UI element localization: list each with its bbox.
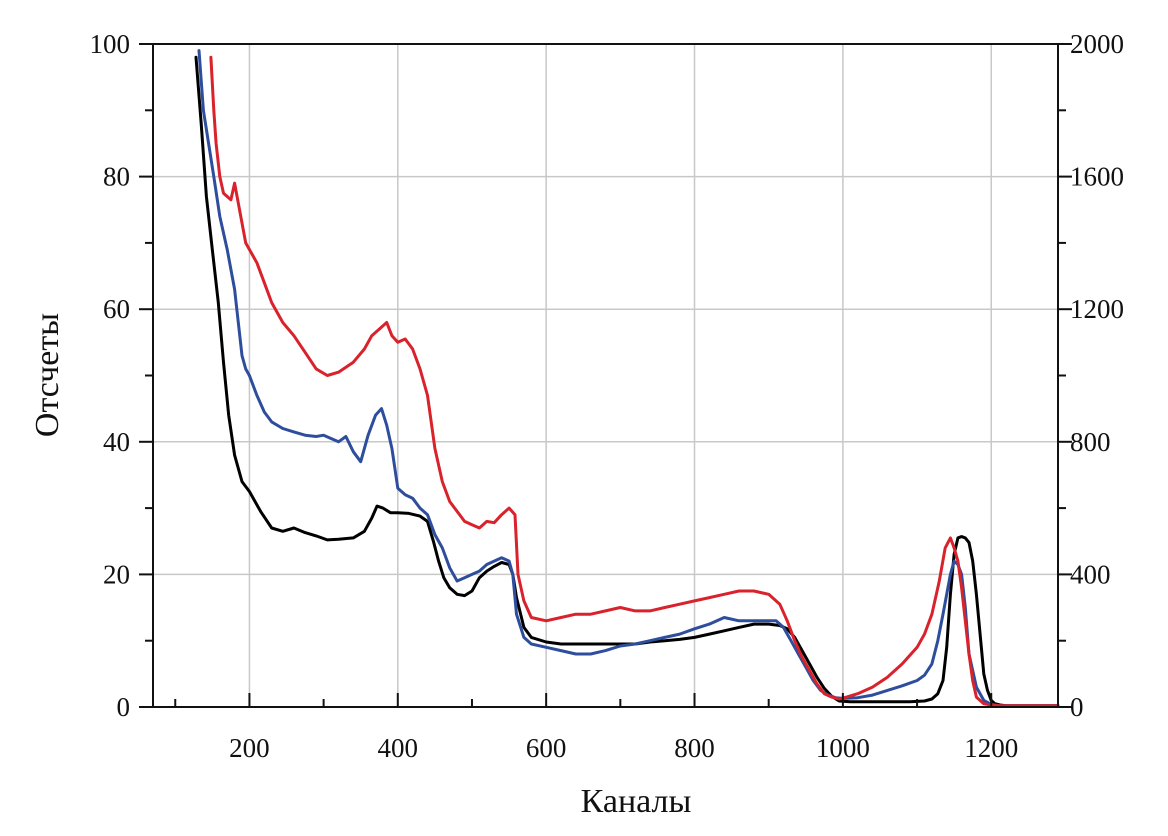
y-tick-label-40: 40 bbox=[103, 427, 130, 457]
y2-tick-label-1200: 1200 bbox=[1070, 294, 1124, 324]
x-tick-label-600: 600 bbox=[526, 733, 567, 763]
y-tick-label-60: 60 bbox=[103, 294, 130, 324]
x-tick-label-200: 200 bbox=[229, 733, 270, 763]
y2-tick-label-800: 800 bbox=[1070, 427, 1111, 457]
plot-frame bbox=[152, 43, 1059, 708]
series-line-3 bbox=[209, 55, 1060, 708]
y2-tick-label-0: 0 bbox=[1070, 692, 1084, 722]
y2-tick-label-2000: 2000 bbox=[1070, 29, 1124, 59]
series-lines bbox=[194, 49, 1060, 708]
x-tick-label-1000: 1000 bbox=[816, 733, 870, 763]
x-tick-label-1200: 1200 bbox=[964, 733, 1018, 763]
x-tick-label-800: 800 bbox=[674, 733, 715, 763]
y2-tick-label-400: 400 bbox=[1070, 559, 1111, 589]
tick-labels: 200 400 600 800 1000 120002040608010004008001… bbox=[90, 29, 1125, 763]
x-axis-title: Каналы bbox=[581, 783, 692, 820]
y-tick-label-80: 80 bbox=[103, 162, 130, 192]
x-tick-label-400: 400 bbox=[378, 733, 419, 763]
y2-tick-label-1600: 1600 bbox=[1070, 162, 1124, 192]
y-tick-label-20: 20 bbox=[103, 559, 130, 589]
y-tick-label-100: 100 bbox=[90, 29, 131, 59]
axis-ticks bbox=[139, 43, 1072, 708]
series-line-2 bbox=[197, 49, 1060, 708]
y-axis-title: Отсчеты bbox=[29, 313, 66, 437]
series-line-1 bbox=[194, 55, 1060, 708]
y-tick-label-0: 0 bbox=[117, 692, 131, 722]
grid-lines bbox=[153, 44, 1058, 707]
